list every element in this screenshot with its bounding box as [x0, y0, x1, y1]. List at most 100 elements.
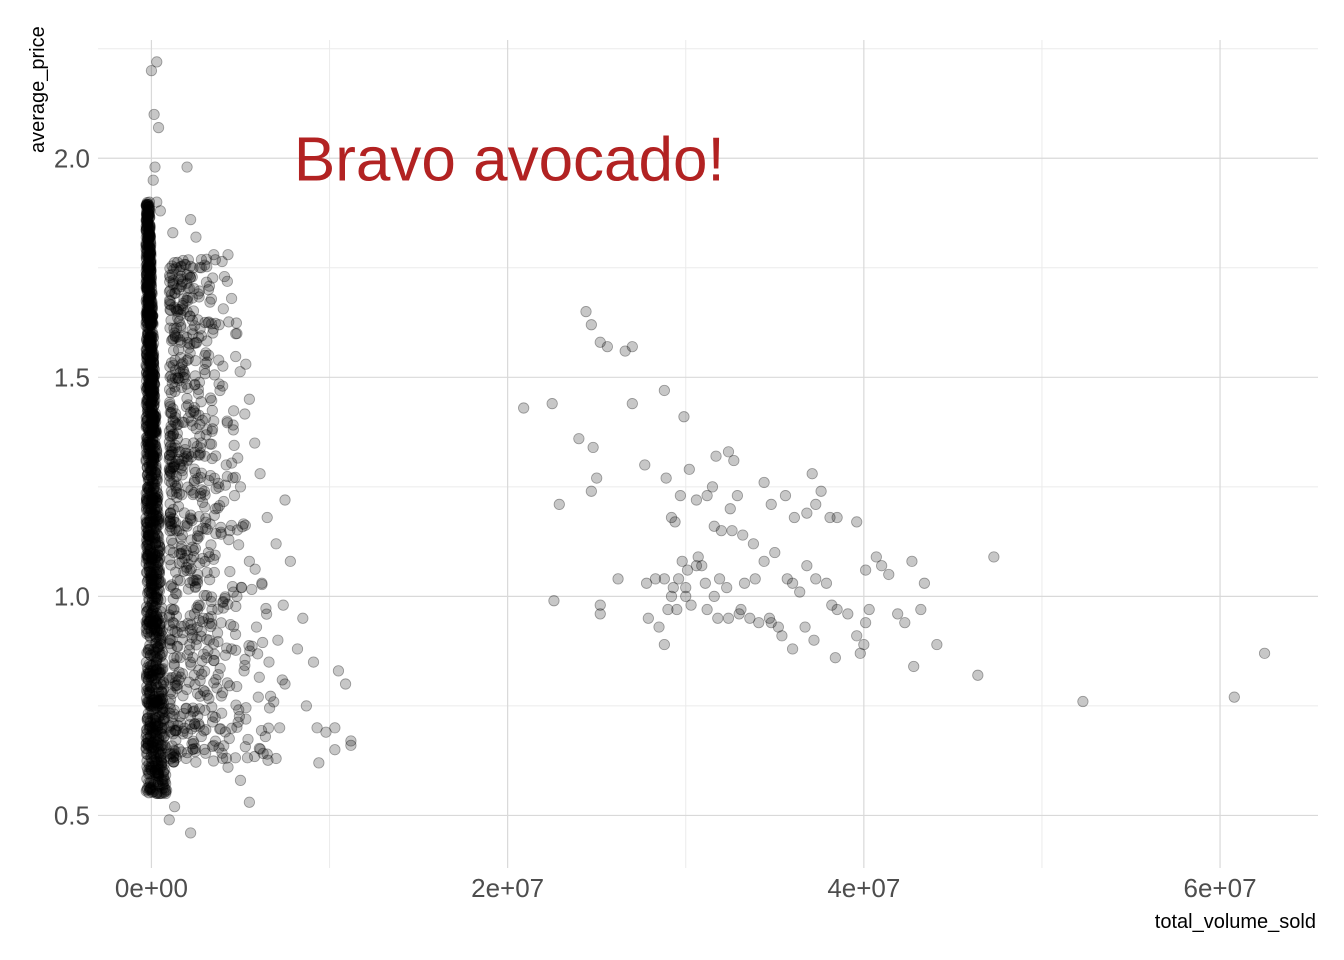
- data-point: [156, 729, 169, 741]
- data-point: [140, 223, 152, 235]
- data-point: [150, 590, 162, 602]
- data-point: [152, 593, 164, 605]
- data-point: [229, 471, 241, 484]
- data-point: [211, 682, 223, 694]
- data-point: [146, 572, 158, 584]
- data-point: [345, 735, 357, 747]
- data-point: [149, 413, 161, 426]
- data-point: [153, 711, 165, 723]
- data-point: [876, 560, 888, 572]
- data-point: [166, 335, 178, 347]
- data-point: [145, 575, 158, 587]
- data-point: [147, 389, 159, 401]
- data-point: [140, 259, 152, 271]
- data-point: [249, 437, 261, 449]
- data-point: [153, 566, 165, 578]
- data-point: [155, 638, 167, 650]
- data-point: [892, 608, 904, 620]
- data-point: [141, 755, 153, 767]
- data-point: [142, 423, 155, 435]
- data-point: [150, 511, 163, 523]
- data-point: [733, 608, 745, 620]
- data-point: [144, 365, 156, 377]
- data-point: [653, 621, 665, 633]
- data-point: [178, 707, 190, 720]
- data-point: [143, 373, 156, 385]
- data-point: [154, 640, 167, 652]
- data-point: [658, 638, 670, 651]
- data-point: [209, 317, 221, 329]
- data-point: [154, 205, 166, 217]
- data-point: [758, 476, 770, 489]
- data-point: [141, 782, 154, 794]
- data-point: [145, 65, 158, 77]
- data-point: [142, 740, 154, 752]
- data-point: [206, 716, 219, 728]
- data-point: [142, 381, 154, 393]
- data-point: [201, 261, 213, 273]
- data-point: [239, 408, 251, 420]
- data-point: [146, 582, 158, 594]
- data-point: [713, 573, 726, 585]
- data-point: [240, 713, 252, 725]
- data-point: [142, 232, 154, 244]
- data-point: [710, 450, 722, 462]
- data-point: [145, 742, 157, 754]
- data-point: [142, 450, 154, 462]
- data-point: [144, 248, 157, 260]
- data-point: [147, 412, 159, 424]
- data-point: [222, 598, 234, 610]
- data-point: [143, 260, 155, 273]
- data-point: [180, 752, 192, 764]
- data-point: [205, 611, 217, 623]
- data-point: [164, 269, 176, 282]
- data-point: [209, 254, 221, 266]
- data-point: [158, 722, 170, 734]
- data-point: [731, 490, 743, 502]
- data-point: [195, 730, 207, 743]
- data-point: [206, 425, 218, 437]
- data-point: [219, 649, 231, 661]
- data-point: [190, 336, 202, 348]
- data-point: [243, 796, 255, 808]
- data-point: [225, 643, 238, 655]
- data-point: [230, 644, 242, 656]
- data-point: [175, 620, 187, 632]
- data-point: [673, 573, 685, 585]
- data-point: [143, 223, 155, 235]
- data-point: [192, 314, 204, 326]
- data-point: [715, 525, 727, 537]
- data-point: [1077, 695, 1089, 708]
- data-point: [156, 756, 168, 769]
- data-point: [190, 756, 202, 768]
- data-point: [202, 546, 215, 559]
- data-point: [151, 663, 163, 675]
- data-point: [233, 539, 245, 551]
- data-point: [151, 756, 163, 768]
- data-point: [141, 328, 154, 340]
- data-point: [144, 356, 157, 368]
- data-point: [149, 646, 161, 658]
- data-point: [224, 565, 236, 578]
- data-point: [144, 381, 156, 394]
- data-point: [141, 773, 153, 785]
- data-point: [276, 674, 288, 686]
- data-point: [183, 676, 195, 688]
- data-points: [140, 56, 1271, 839]
- data-point: [170, 734, 182, 746]
- data-point: [144, 615, 156, 628]
- data-point: [313, 757, 325, 769]
- data-point: [149, 416, 161, 429]
- data-point: [728, 454, 740, 467]
- data-point: [144, 205, 156, 217]
- data-point: [143, 379, 155, 391]
- data-point: [143, 616, 156, 629]
- data-point: [345, 739, 357, 751]
- data-point: [187, 262, 199, 274]
- data-point: [142, 674, 155, 686]
- data-point: [208, 654, 220, 666]
- data-point: [747, 538, 760, 550]
- data-point: [146, 553, 158, 565]
- data-point: [142, 523, 154, 535]
